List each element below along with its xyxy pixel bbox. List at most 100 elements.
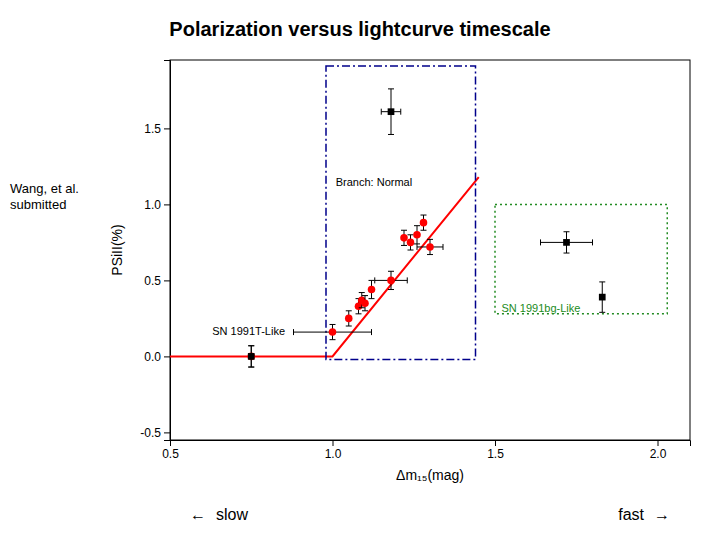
tick: 2.0 (650, 440, 667, 461)
y-error-bar (346, 311, 352, 326)
error-bar-cap (356, 313, 362, 314)
error-bar-cap (408, 250, 414, 251)
tick-label: -0.5 (140, 426, 161, 440)
error-bar-cap (564, 253, 570, 254)
tick-label: 1.0 (325, 447, 342, 461)
point (563, 239, 570, 246)
tick: 1.5 (487, 440, 504, 461)
error-bar-cap (414, 225, 420, 226)
marks (170, 66, 667, 367)
error-bar-cap (401, 245, 407, 246)
tick: 0.5 (162, 440, 179, 461)
error-bar-cap (371, 329, 372, 335)
plot-area: 0.5 1.0 1.5 2.0 -0.5 0.0 0.5 1.0 1.5 Branch: Norm… (140, 60, 690, 461)
y-error-bar (421, 215, 427, 230)
error-bar-cap (388, 88, 394, 89)
tick: 1.5 (144, 122, 170, 136)
error-bar-cap (359, 307, 365, 308)
author-text: Wang, et al.submitted (10, 181, 79, 212)
annotations: Branch: NormalSN 1991T-LikeSN 1991bg-Lik… (212, 176, 580, 337)
error-bar-cap (592, 239, 593, 245)
tick-mark (164, 280, 170, 281)
y-error-bar (388, 89, 394, 135)
error-bar-cap (330, 339, 336, 340)
point (400, 234, 408, 242)
tick-label: 2.0 (650, 447, 667, 461)
annotation: SN 1991T-Like (212, 325, 285, 337)
error-bar-cap (362, 310, 368, 311)
direction-label: slow (216, 506, 248, 523)
y-axis: -0.5 0.0 0.5 1.0 1.5 (140, 61, 170, 441)
error-bar-cap (374, 277, 375, 283)
point (413, 231, 421, 239)
error-bar-cap (407, 277, 408, 283)
region-box (495, 204, 667, 313)
y-error-bar (369, 280, 375, 298)
y-axis-title: PSiII(%) (109, 224, 125, 275)
plot-frame (170, 60, 690, 440)
region-box (326, 66, 476, 359)
error-bar-cap (381, 109, 382, 115)
y-error-bar (248, 346, 254, 367)
direction-label: → (654, 506, 670, 523)
tick: 1.0 (144, 198, 170, 212)
error-bar-cap (427, 239, 433, 240)
point (426, 243, 434, 251)
tick-label: 1.5 (144, 122, 161, 136)
error-bar-cap (599, 281, 605, 282)
point (388, 108, 395, 115)
error-bar-cap (421, 215, 427, 216)
fit-line (170, 177, 479, 356)
x-error-bar (294, 329, 372, 335)
tick: -0.5 (140, 426, 170, 440)
error-bar-cap (369, 280, 375, 281)
error-bar-cap (564, 231, 570, 232)
y-error-bar (388, 271, 394, 289)
direction-label: fast (618, 506, 644, 523)
tick-mark (164, 356, 170, 357)
error-bar-cap (293, 329, 294, 335)
error-bar-cap (417, 244, 418, 250)
error-bar-cap (421, 230, 427, 231)
tick-mark (164, 128, 170, 129)
error-bar-cap (388, 289, 394, 290)
point (248, 353, 255, 360)
y-error-bar (330, 324, 336, 339)
author-text-line: Wang, et al. (10, 181, 79, 196)
point (387, 277, 395, 285)
y-error-bar (599, 282, 605, 312)
title: Polarization versus lightcurve timescale (169, 18, 550, 40)
tick-label: 0.5 (144, 274, 161, 288)
x-error-bar (417, 244, 443, 250)
x-error-bar (381, 109, 401, 115)
point (368, 286, 376, 294)
error-bar-cap (427, 254, 433, 255)
axis-line (171, 441, 691, 447)
error-bar-cap (330, 324, 336, 325)
tick-label: 1.5 (487, 447, 504, 461)
tick-label: 0.5 (162, 447, 179, 461)
point (420, 219, 428, 227)
error-bar-cap (248, 367, 254, 368)
point (599, 294, 606, 301)
x-axis-title: Δm₁₅(mag) (396, 467, 464, 483)
point-series (247, 215, 443, 367)
error-bar-cap (400, 109, 401, 115)
error-bar-cap (248, 367, 254, 368)
error-bar-cap (362, 295, 368, 296)
error-bar-cap (369, 298, 375, 299)
error-bar-cap (388, 134, 394, 135)
tick-mark (658, 440, 659, 446)
point (361, 299, 369, 307)
error-bar-cap (388, 271, 394, 272)
y-error-bar (427, 239, 433, 254)
point (247, 353, 255, 361)
point (345, 315, 353, 323)
tick: 1.0 (325, 440, 342, 461)
tick-label: 0.0 (144, 350, 161, 364)
direction-label: ← (190, 506, 206, 523)
axis-line (164, 61, 171, 441)
y-error-bar (362, 296, 368, 311)
tick-mark (164, 204, 170, 205)
error-bar-cap (599, 312, 605, 313)
